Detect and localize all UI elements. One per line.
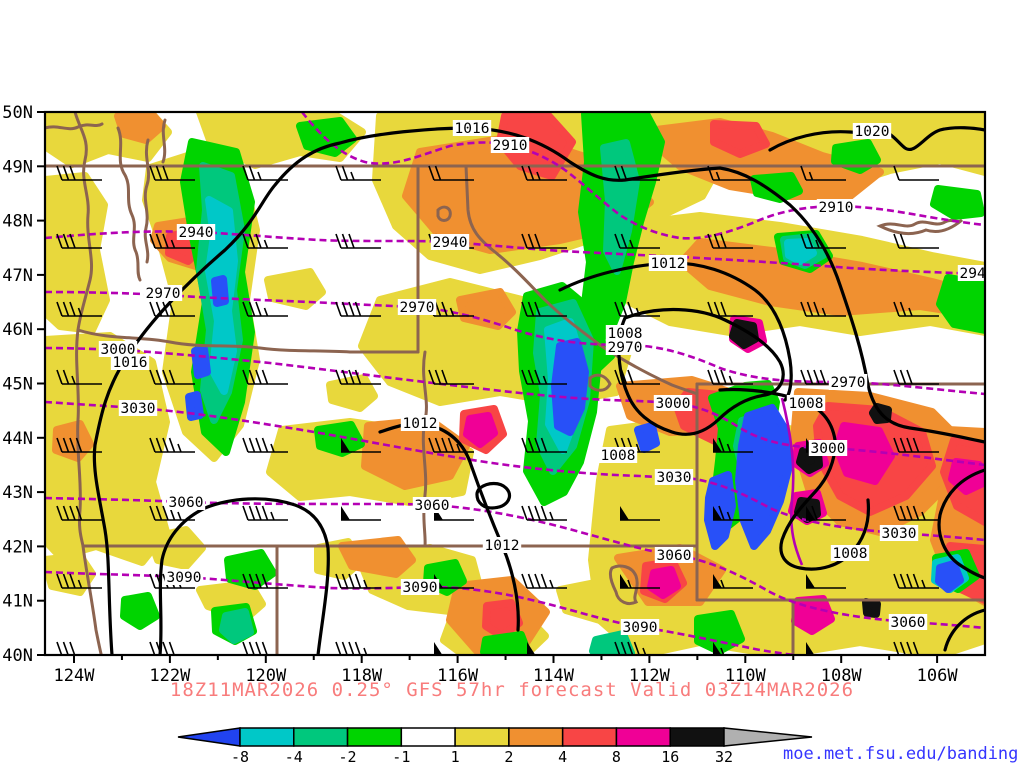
colorbar-tick-label: 2 xyxy=(504,748,513,766)
svg-text:2970: 2970 xyxy=(400,300,435,316)
colorbar-tick-label: 1 xyxy=(451,748,460,766)
lon-label: 120W xyxy=(245,666,287,686)
svg-text:3090: 3090 xyxy=(623,620,658,636)
colorbar-tick-label: -4 xyxy=(285,748,303,766)
wind-barbs xyxy=(56,165,939,655)
svg-text:3090: 3090 xyxy=(167,570,202,586)
lon-label: 114W xyxy=(533,666,575,686)
lon-label: 124W xyxy=(54,666,96,686)
colorbar-tick-label: -1 xyxy=(392,748,410,766)
lat-label: 50N xyxy=(2,103,33,123)
svg-text:3000: 3000 xyxy=(656,396,691,412)
lon-label: 106W xyxy=(917,666,959,686)
contour-value-labels: 2910 2910 2940 2940 2940 2970 2970 2970 2970 3000… xyxy=(98,120,995,636)
colorbar-segment xyxy=(454,727,510,747)
lon-label: 122W xyxy=(149,666,191,686)
lat-label: 45N xyxy=(2,375,33,395)
colorbar-right-arrow xyxy=(723,727,813,747)
lat-label: 46N xyxy=(2,320,33,340)
lat-label: 48N xyxy=(2,212,33,232)
svg-text:3030: 3030 xyxy=(882,526,917,542)
colorbar-segment xyxy=(293,727,349,747)
svg-text:2940: 2940 xyxy=(433,235,468,251)
axis-labels: 50N 49N 48N 47N 46N 45N 44N 43N 42N 41N 40N 124W 122… xyxy=(2,103,958,686)
svg-text:3030: 3030 xyxy=(121,401,156,417)
colorbar: -8 -4 -2 -1 1 2 4 8 16 32 xyxy=(177,727,813,766)
svg-text:1012: 1012 xyxy=(651,256,686,272)
svg-text:1012: 1012 xyxy=(485,538,520,554)
colorbar-segment xyxy=(508,727,564,747)
frontogenesis-shading xyxy=(45,112,985,655)
colorbar-segment xyxy=(400,727,456,747)
lon-label: 118W xyxy=(341,666,383,686)
svg-text:1016: 1016 xyxy=(455,121,490,137)
colorbar-tick-label: -8 xyxy=(231,748,249,766)
colorbar-segment xyxy=(561,727,618,747)
svg-text:2910: 2910 xyxy=(819,200,854,216)
lat-label: 47N xyxy=(2,266,33,286)
colorbar-segment xyxy=(239,727,295,747)
colorbar-segment xyxy=(346,727,403,747)
colorbar-tick-label: -2 xyxy=(339,748,357,766)
svg-text:3060: 3060 xyxy=(415,498,450,514)
svg-text:3030: 3030 xyxy=(657,470,692,486)
lon-label: 116W xyxy=(437,666,479,686)
lat-label: 42N xyxy=(2,537,33,557)
credit-url-link[interactable]: moe.met.fsu.edu/banding xyxy=(783,744,1019,764)
lat-label: 44N xyxy=(2,429,33,449)
700mb-height-contour-solid xyxy=(780,397,804,566)
svg-text:1016: 1016 xyxy=(113,355,148,371)
svg-text:3060: 3060 xyxy=(657,548,692,564)
svg-text:3060: 3060 xyxy=(891,615,926,631)
svg-text:1020: 1020 xyxy=(855,124,890,140)
colorbar-tick-label: 32 xyxy=(715,748,733,766)
svg-text:3090: 3090 xyxy=(403,580,438,596)
lat-label: 40N xyxy=(2,646,33,666)
svg-text:2970: 2970 xyxy=(146,286,181,302)
svg-text:1008: 1008 xyxy=(601,448,636,464)
colorbar-segment xyxy=(615,727,671,747)
svg-text:1008: 1008 xyxy=(833,546,868,562)
colorbar-tick-label: 8 xyxy=(612,748,621,766)
svg-text:1008: 1008 xyxy=(608,326,643,342)
lat-label: 41N xyxy=(2,592,33,612)
lon-label: 110W xyxy=(725,666,767,686)
lat-label: 49N xyxy=(2,157,33,177)
svg-text:3060: 3060 xyxy=(169,495,204,511)
colorbar-tick-label: 4 xyxy=(558,748,567,766)
svg-text:2970: 2970 xyxy=(608,340,643,356)
svg-text:1008: 1008 xyxy=(789,396,824,412)
svg-text:2910: 2910 xyxy=(493,138,528,154)
svg-text:1012: 1012 xyxy=(403,416,438,432)
axis-ticks xyxy=(37,111,939,663)
svg-text:3000: 3000 xyxy=(811,441,846,457)
lon-label: 108W xyxy=(821,666,863,686)
colorbar-segment xyxy=(669,727,725,747)
colorbar-tick-label: 16 xyxy=(661,748,679,766)
svg-text:2940: 2940 xyxy=(960,266,995,282)
svg-text:2970: 2970 xyxy=(831,375,866,391)
svg-text:2940: 2940 xyxy=(179,225,214,241)
valid-time-label: 18Z11MAR2026 0.25° GFS 57hr forecast Val… xyxy=(169,679,855,701)
lon-label: 112W xyxy=(629,666,671,686)
lat-label: 43N xyxy=(2,483,33,503)
